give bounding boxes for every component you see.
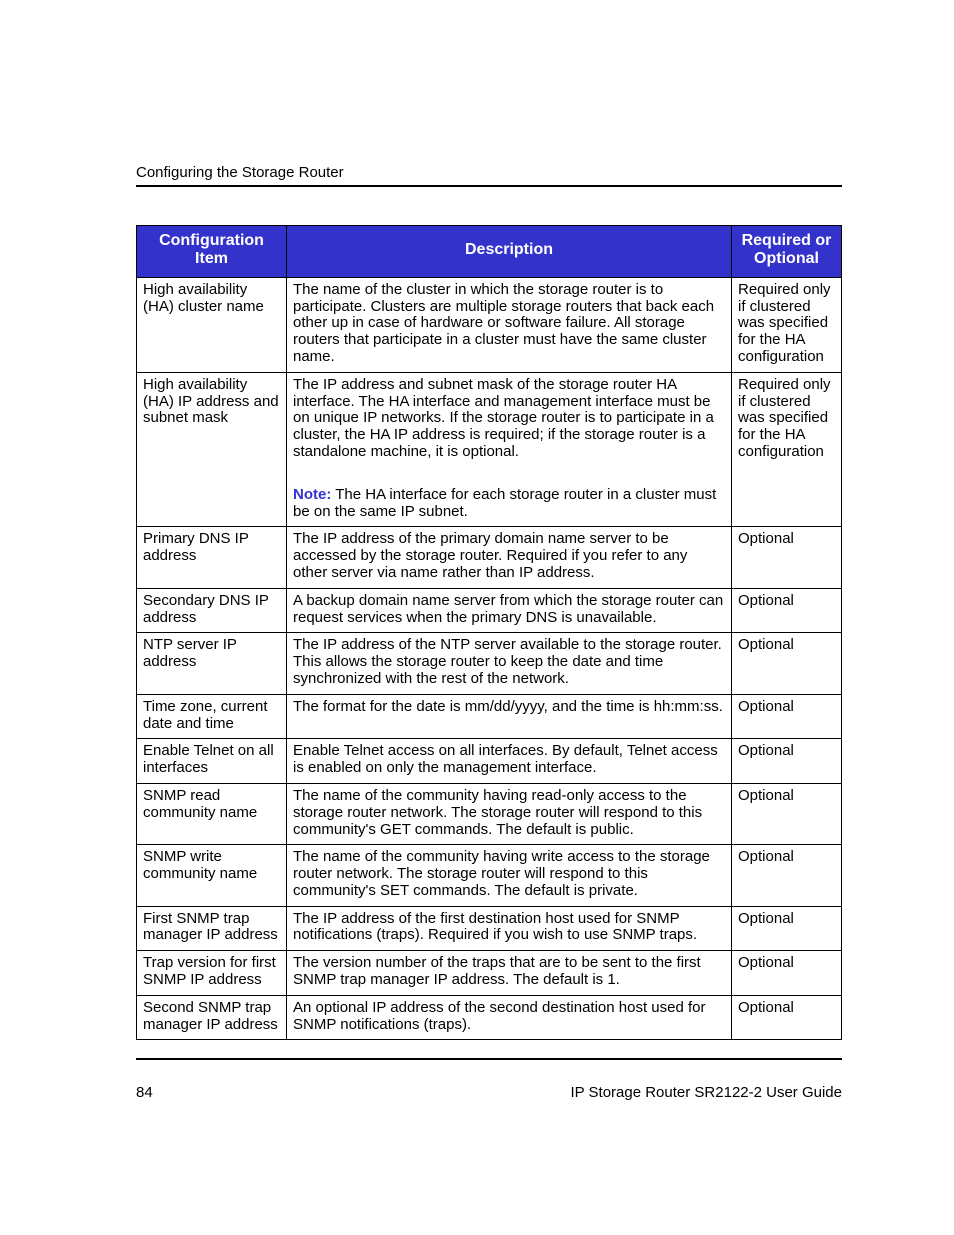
cell-config-item: Time zone, current date and time (137, 694, 287, 739)
cell-config-item: High availability (HA) cluster name (137, 277, 287, 372)
table-row: Second SNMP trap manager IP addressAn op… (137, 995, 842, 1040)
table-row: Time zone, current date and time The form… (137, 694, 842, 739)
cell-description: The IP address of the primary domain nam… (287, 527, 732, 588)
cell-required: Optional (732, 951, 842, 996)
table-header-row: Configuration Item Description Required … (137, 226, 842, 278)
cell-description: The format for the date is mm/dd/yyyy, a… (287, 694, 732, 739)
cell-description: The IP address of the NTP server availab… (287, 633, 732, 694)
table-row: SNMP read community nameThe name of the … (137, 783, 842, 844)
cell-description: An optional IP address of the second des… (287, 995, 732, 1040)
cell-required: Optional (732, 783, 842, 844)
description-text: The version number of the traps that are… (293, 954, 701, 988)
cell-config-item: SNMP write community name (137, 845, 287, 906)
description-text: The IP address and subnet mask of the st… (293, 376, 714, 460)
description-text: The name of the community having read-on… (293, 787, 702, 838)
cell-required: Optional (732, 995, 842, 1040)
description-text: The IP address of the primary domain nam… (293, 530, 687, 581)
table-row: High availability (HA) IP address and su… (137, 372, 842, 527)
cell-config-item: First SNMP trap manager IP address (137, 906, 287, 951)
description-text: The name of the cluster in which the sto… (293, 281, 714, 365)
cell-description: The IP address of the first destination … (287, 906, 732, 951)
cell-config-item: Second SNMP trap manager IP address (137, 995, 287, 1040)
col-header-required: Required or Optional (732, 226, 842, 278)
cell-required: Required only if clustered was specified… (732, 277, 842, 372)
cell-required: Optional (732, 694, 842, 739)
table-row: Primary DNS IP addressThe IP address of … (137, 527, 842, 588)
cell-required: Optional (732, 588, 842, 633)
table-row: High availability (HA) cluster nameThe n… (137, 277, 842, 372)
configuration-table: Configuration Item Description Required … (136, 225, 842, 1040)
description-text: A backup domain name server from which t… (293, 592, 723, 626)
table-body: High availability (HA) cluster nameThe n… (137, 277, 842, 1040)
cell-required: Optional (732, 527, 842, 588)
cell-config-item: NTP server IP address (137, 633, 287, 694)
cell-description: Enable Telnet access on all interfaces. … (287, 739, 732, 784)
cell-config-item: Primary DNS IP address (137, 527, 287, 588)
note-block: Note: The HA interface for each storage … (293, 487, 725, 521)
description-text: The name of the community having write a… (293, 848, 710, 899)
table-row: Trap version for first SNMP IP addressTh… (137, 951, 842, 996)
description-text: The IP address of the NTP server availab… (293, 636, 722, 687)
description-text: An optional IP address of the second des… (293, 999, 706, 1033)
running-head: Configuring the Storage Router (136, 164, 842, 181)
cell-config-item: Enable Telnet on all interfaces (137, 739, 287, 784)
cell-required: Optional (732, 739, 842, 784)
note-label: Note: (293, 486, 331, 503)
header-rule (136, 185, 842, 187)
footer-rule (136, 1058, 842, 1060)
description-text: Enable Telnet access on all interfaces. … (293, 742, 718, 776)
table-row: Secondary DNS IP addressA backup domain … (137, 588, 842, 633)
document-page: Configuring the Storage Router Configura… (0, 0, 954, 1161)
cell-required: Optional (732, 845, 842, 906)
footer-title: IP Storage Router SR2122-2 User Guide (570, 1084, 842, 1101)
cell-config-item: High availability (HA) IP address and su… (137, 372, 287, 527)
table-row: SNMP write community nameThe name of the… (137, 845, 842, 906)
cell-required: Optional (732, 633, 842, 694)
page-footer: 84 IP Storage Router SR2122-2 User Guide (136, 1084, 842, 1101)
table-row: Enable Telnet on all interfacesEnable Te… (137, 739, 842, 784)
description-text: The format for the date is mm/dd/yyyy, a… (293, 698, 723, 715)
cell-config-item: Trap version for first SNMP IP address (137, 951, 287, 996)
page-number: 84 (136, 1084, 153, 1101)
cell-description: The name of the community having read-on… (287, 783, 732, 844)
cell-description: A backup domain name server from which t… (287, 588, 732, 633)
table-row: NTP server IP addressThe IP address of t… (137, 633, 842, 694)
col-header-item: Configuration Item (137, 226, 287, 278)
cell-description: The name of the cluster in which the sto… (287, 277, 732, 372)
col-header-description: Description (287, 226, 732, 278)
cell-required: Required only if clustered was specified… (732, 372, 842, 527)
description-text: The IP address of the first destination … (293, 910, 697, 944)
table-row: First SNMP trap manager IP addressThe IP… (137, 906, 842, 951)
cell-description: The IP address and subnet mask of the st… (287, 372, 732, 527)
note-text: The HA interface for each storage router… (293, 486, 716, 520)
cell-description: The name of the community having write a… (287, 845, 732, 906)
cell-config-item: SNMP read community name (137, 783, 287, 844)
cell-description: The version number of the traps that are… (287, 951, 732, 996)
cell-required: Optional (732, 906, 842, 951)
cell-config-item: Secondary DNS IP address (137, 588, 287, 633)
